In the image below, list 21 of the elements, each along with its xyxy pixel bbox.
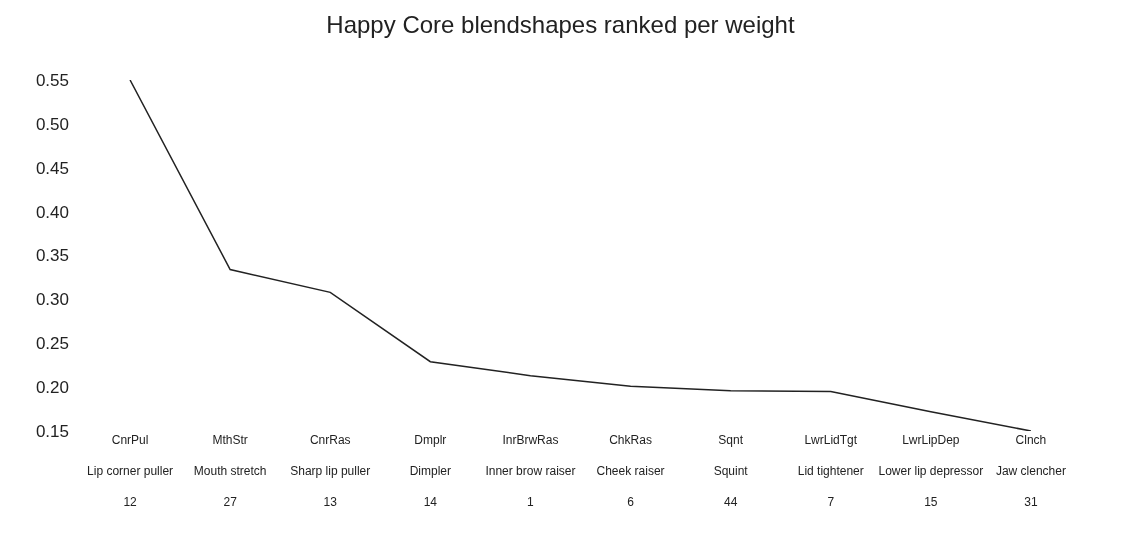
y-tick-label: 0.25: [35, 334, 69, 354]
category-label: ChkRas Cheek raiser 6: [596, 433, 665, 510]
y-tick-label: 0.55: [35, 70, 69, 90]
category-label: CnrRas Sharp lip puller 13: [290, 433, 371, 510]
y-tick-label: 0.35: [35, 246, 69, 266]
category-label: LwrLidTgt Lid tightener 7: [797, 433, 864, 510]
category-label: MthStr Mouth stretch 27: [193, 433, 267, 510]
category-label: CnrPul Lip corner puller 12: [87, 433, 174, 510]
y-tick-label: 0.40: [35, 202, 69, 222]
category-label: InrBrwRas Inner brow raiser 1: [485, 433, 576, 510]
chart-title: Happy Core blendshapes ranked per weight: [326, 10, 795, 38]
category-label: Clnch Jaw clencher 31: [995, 433, 1066, 510]
line-series: [129, 80, 1032, 431]
category-label: LwrLipDep Lower lip depressor 15: [878, 433, 984, 510]
y-tick-label: 0.50: [35, 114, 69, 134]
y-tick-label: 0.15: [35, 421, 69, 441]
y-tick-label: 0.45: [35, 158, 69, 178]
category-label: Dmplr Dimpler 14: [409, 433, 452, 510]
category-label: Sqnt Squint 44: [713, 433, 748, 510]
y-tick-label: 0.30: [35, 290, 69, 310]
y-tick-label: 0.20: [35, 378, 69, 398]
